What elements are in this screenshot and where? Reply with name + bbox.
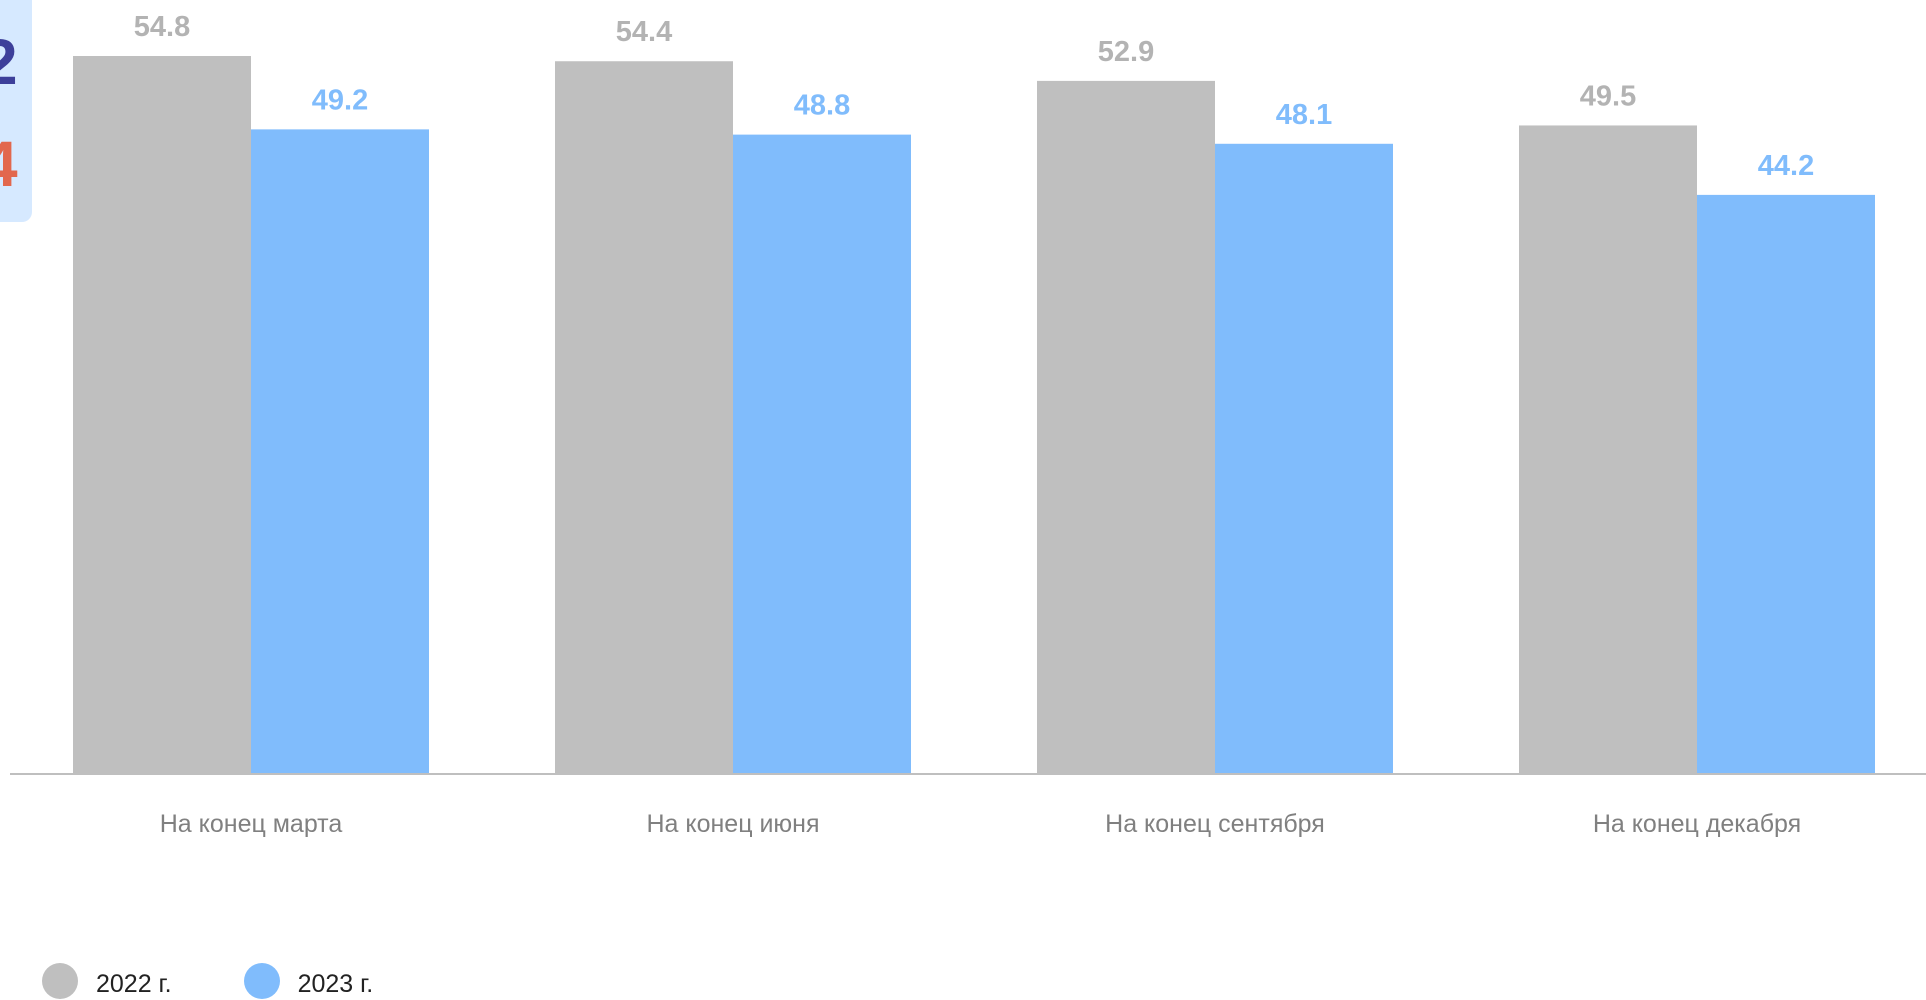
data-label-2023-2: 48.1 (1276, 99, 1332, 131)
side-panel-number-bottom: 4 (0, 132, 18, 196)
bar-2023-0 (251, 129, 429, 775)
legend-swatch-2022 (42, 963, 78, 999)
category-label-2: На конец сентября (1105, 810, 1325, 838)
bar-2022-1 (555, 61, 733, 775)
bar-2023-1 (733, 134, 911, 774)
side-panel-number-top: 2 (0, 30, 18, 94)
bar-2022-2 (1037, 80, 1215, 774)
data-label-2022-0: 54.8 (134, 11, 190, 43)
category-labels-layer: На конец марта На конец июня На конец сент… (160, 810, 1801, 838)
bar-2022-0 (73, 56, 251, 774)
legend-item-2022: 2022 г. (42, 963, 172, 999)
legend-swatch-2023 (243, 963, 280, 999)
legend: 2022 г. 2023 г. (42, 962, 445, 1000)
data-label-2023-0: 49.2 (312, 84, 368, 116)
data-label-2023-1: 48.8 (794, 90, 850, 122)
bar-2022-3 (1519, 125, 1697, 775)
category-label-3: На конец декабря (1593, 810, 1801, 838)
value-labels-layer: 54.8 49.2 54.4 48.8 52.9 48.1 49.5 44.2 (134, 11, 1814, 182)
legend-label-2023: 2023 г. (297, 969, 374, 998)
data-label-2022-1: 54.4 (616, 16, 672, 48)
side-panel (0, 0, 32, 222)
legend-label-2022: 2022 г. (96, 969, 172, 998)
category-label-1: На конец июня (646, 810, 819, 838)
data-label-2022-3: 49.5 (1580, 80, 1636, 112)
data-label-2023-3: 44.2 (1758, 150, 1814, 182)
bars-layer (73, 56, 1875, 775)
category-label-0: На конец марта (160, 810, 343, 838)
bar-2023-2 (1215, 143, 1393, 774)
bar-2023-3 (1697, 194, 1875, 775)
legend-item-2023: 2023 г. (243, 963, 374, 999)
data-label-2022-2: 52.9 (1098, 36, 1154, 68)
